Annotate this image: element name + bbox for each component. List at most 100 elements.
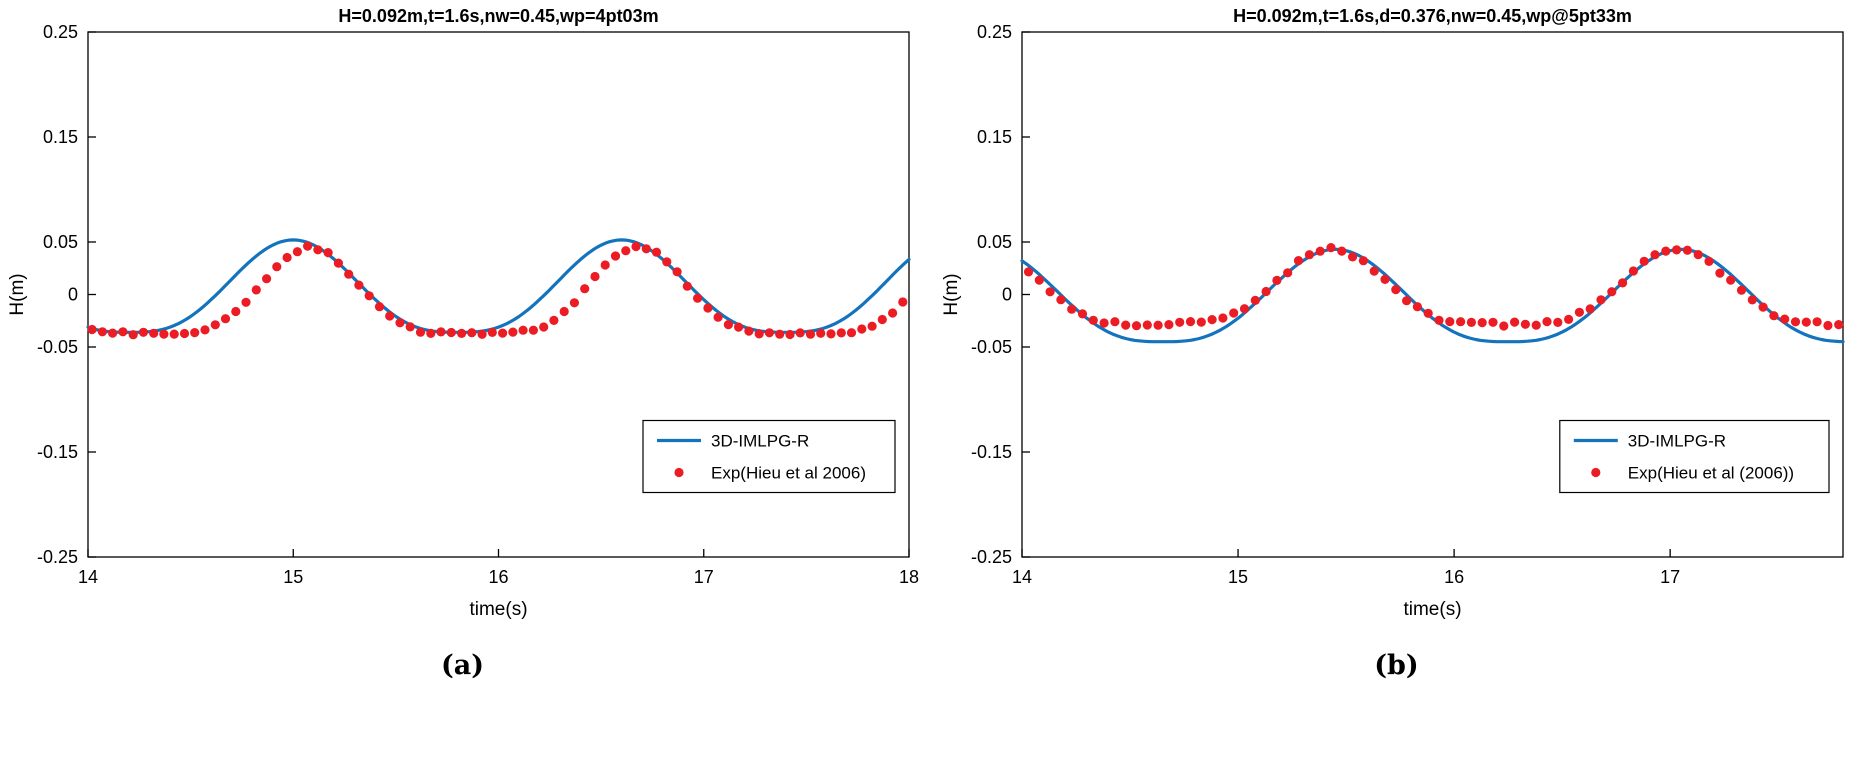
exp-data-point [1790,317,1800,327]
exp-data-point [548,315,559,325]
exp-data-point [1509,317,1519,327]
x-tick-label: 15 [1228,567,1248,587]
exp-data-point [292,247,302,257]
exp-data-point [784,329,795,340]
series-line-0 [1019,247,1845,344]
exp-data-point [323,248,333,258]
exp-data-point [1693,250,1703,260]
exp-data-point [1466,317,1476,327]
exp-data-point [435,327,446,337]
panel-b: 14 15 16 17 0.25 0.15 0.05 0 -0.05 -0.15 -0.25 H=0.… [934,2,1859,679]
y-tick-label: -0.15 [36,442,77,462]
exp-data-point [1812,317,1822,327]
exp-data-point [856,324,866,334]
exp-data-point [1174,317,1184,327]
exp-data-point [651,247,661,257]
x-tick-label: 16 [1444,567,1464,587]
exp-data-point [1347,252,1357,262]
exp-data-point [1163,320,1173,330]
exp-data-point [672,267,682,277]
panel-a: 14 15 16 17 18 0.25 0.15 0.05 0 -0.05 -0.15 -0.25 H=… [0,2,925,679]
exp-data-point [1801,317,1811,327]
exp-data-point [302,241,312,251]
y-tick-label: 0 [67,285,77,305]
y-axis-label: H(m) [7,273,28,315]
exp-data-point [1099,318,1109,328]
y-tick-label: -0.25 [36,547,77,567]
exp-data-point [1196,317,1206,327]
legend-label: Exp(Hieu et al 2006) [711,464,866,483]
exp-data-point [1412,302,1422,312]
legend-label: Exp(Hieu et al (2006)) [1627,464,1793,483]
exp-data-point [1185,317,1195,327]
exp-data-point [897,297,907,307]
x-tick-label: 14 [77,567,97,587]
exp-data-point [87,324,97,335]
exp-data-point [1639,256,1649,266]
exp-data-point [1606,287,1616,297]
exp-data-point [497,328,507,338]
exp-data-point [179,328,189,339]
exp-data-point [579,284,589,294]
x-axis-label: time(s) [1403,599,1461,620]
exp-data-point [1822,320,1832,331]
exp-data-point [795,328,805,338]
exp-data-point [415,327,425,337]
exp-data-point [538,322,548,332]
exp-data-point [1541,317,1552,327]
exp-data-point [754,329,764,339]
exp-data-point [343,269,353,279]
y-tick-label: -0.05 [36,337,77,357]
exp-data-point [1293,256,1303,266]
exp-data-point [282,252,292,263]
exp-data-point [1563,314,1573,324]
exp-data-point [384,311,394,321]
exp-data-point [353,280,363,290]
exp-data-point [600,260,610,270]
x-tick-label: 15 [283,567,303,587]
x-axis-label: time(s) [469,599,527,620]
exp-data-point [846,328,856,338]
y-axis-label: H(m) [941,273,962,315]
y-tick-label: 0.25 [976,22,1011,42]
exp-data-point [507,327,517,337]
exp-data-point [569,298,579,308]
chart-b: 14 15 16 17 0.25 0.15 0.05 0 -0.05 -0.15 -0.25 H=0.… [941,6,1845,620]
exp-data-point [1714,268,1724,278]
exp-data-point [528,325,538,335]
exp-data-point [1423,308,1433,318]
exp-data-point [1703,256,1714,266]
x-tick-label: 17 [1660,567,1680,587]
exp-data-point [1088,315,1098,325]
exp-data-point [1239,304,1249,314]
legend-label: 3D-IMLPG-R [711,432,809,451]
x-tick-label: 18 [898,567,918,587]
exp-data-point [1455,317,1465,327]
exp-data-point [1358,256,1368,266]
exp-data-point [1390,285,1400,295]
exp-data-point [107,328,117,338]
y-tick-label: 0.05 [42,232,77,252]
exp-data-point [518,325,528,335]
exp-data-point [477,329,487,339]
exp-data-point [1574,307,1584,317]
exp-data-point [1066,304,1076,314]
y-tick-label: -0.25 [970,547,1011,567]
exp-data-point [620,246,630,256]
exp-data-point [589,271,600,282]
exp-data-point [743,326,754,336]
exp-data-point [271,262,281,272]
panel-b-label: (b) [1374,650,1419,681]
exp-data-point [97,327,107,337]
exp-data-point [661,257,671,267]
exp-data-point [774,329,784,339]
exp-data-point [1120,320,1130,330]
exp-data-point [1433,315,1444,325]
exp-data-point [559,306,569,317]
exp-data-point [1833,320,1843,330]
exp-data-point [836,328,846,338]
exp-data-point [1758,302,1768,312]
exp-data-point [1617,278,1627,288]
exp-data-point [1336,246,1346,256]
exp-data-point [887,308,897,318]
